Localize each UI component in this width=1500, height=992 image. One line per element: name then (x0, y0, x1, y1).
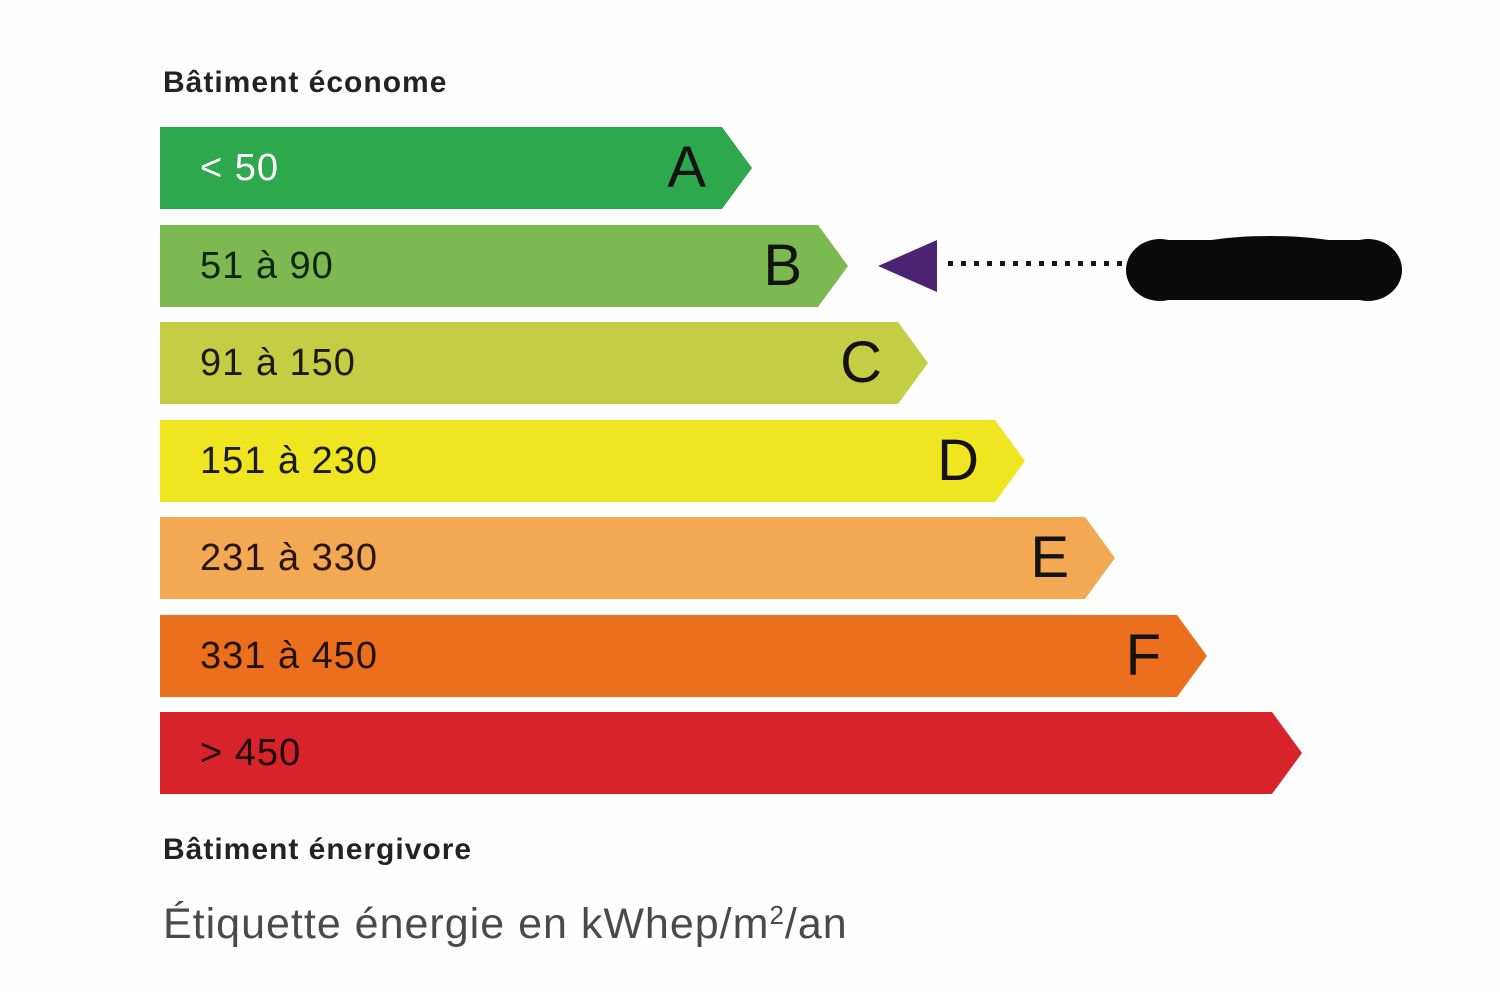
scale-title-energivore: Bâtiment énergivore (163, 833, 473, 866)
energy-bar-g: > 450 (160, 712, 1302, 794)
bar-letter: F (1125, 623, 1161, 688)
unit-caption-superscript: 2 (769, 900, 785, 930)
unit-caption-prefix: Étiquette énergie en kWhep/m (163, 900, 770, 948)
bar-letter: E (1030, 525, 1069, 590)
energy-bar-c: 91 à 150 C (160, 322, 928, 404)
bar-letter: A (667, 135, 706, 200)
energy-bar-a: < 50 A (160, 127, 752, 209)
unit-caption: Étiquette énergie en kWhep/m2/an (163, 900, 848, 949)
redacted-value-blob (1126, 236, 1402, 301)
bar-range-label: < 50 (200, 146, 280, 189)
bar-range-label: > 450 (200, 731, 302, 774)
class-marker-arrow-left-icon (878, 240, 937, 292)
unit-caption-suffix: /an (784, 900, 848, 948)
bar-letter: C (840, 330, 882, 395)
bar-range-label: 151 à 230 (200, 439, 379, 482)
bar-letter: D (937, 428, 979, 493)
bar-range-label: 51 à 90 (200, 244, 334, 287)
bar-range-label: 231 à 330 (200, 536, 379, 579)
bar-letter: B (763, 233, 802, 298)
energy-bar-f: 331 à 450 F (160, 615, 1207, 697)
energy-bar-e: 231 à 330 E (160, 517, 1115, 599)
bar-range-label: 91 à 150 (200, 341, 356, 384)
scale-title-econome: Bâtiment économe (163, 66, 448, 99)
energy-bar-b: 51 à 90 B (160, 225, 848, 307)
dotted-leader-line (948, 261, 1128, 266)
energy-bar-d: 151 à 230 D (160, 420, 1025, 502)
bar-range-label: 331 à 450 (200, 634, 379, 677)
